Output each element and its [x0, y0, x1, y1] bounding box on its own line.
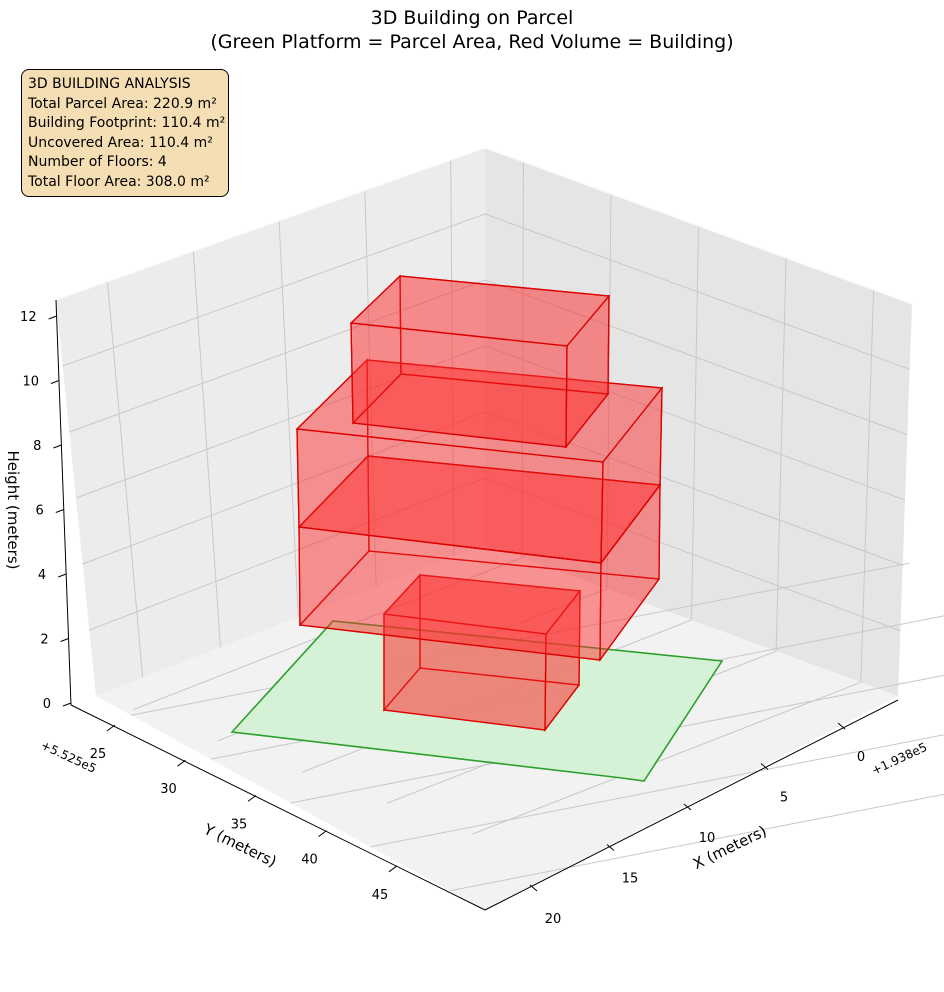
z-tick — [50, 380, 60, 384]
x-tick — [683, 803, 692, 811]
analysis-info-box: 3D BUILDING ANALYSIS Total Parcel Area: … — [21, 69, 229, 197]
y-tick-label: 30 — [160, 782, 177, 797]
grid-line — [691, 225, 699, 621]
z-tick — [60, 638, 69, 642]
grid-line — [606, 194, 612, 589]
x-axis-label: X (meters) — [690, 822, 770, 873]
y-tick — [247, 795, 257, 802]
z-tick-label: 4 — [38, 568, 46, 583]
y-tick — [388, 865, 398, 873]
z-tick-label: 2 — [40, 633, 48, 648]
x-offset-label: +1.938e5 — [869, 740, 929, 778]
y-tick — [318, 830, 327, 837]
info-line: Uncovered Area: 110.4 m² — [28, 134, 213, 151]
z-tick — [62, 702, 72, 707]
x-tick-label: 20 — [545, 912, 562, 927]
y-tick — [177, 759, 186, 767]
z-tick-label: 6 — [36, 504, 44, 519]
y-tick-label: 45 — [372, 888, 389, 903]
grid-line — [69, 279, 908, 436]
y-tick-label: 25 — [90, 747, 107, 762]
y-axis-line — [70, 704, 486, 911]
grid-line — [449, 793, 944, 892]
pane-edges — [55, 147, 913, 305]
y-tick-label: 40 — [301, 853, 318, 868]
x-tick-label: 0 — [857, 750, 865, 765]
grid-line — [775, 257, 787, 652]
z-tick-label: 8 — [33, 439, 41, 454]
grid-line — [278, 220, 299, 617]
grid-line — [62, 213, 910, 370]
x-tick-label: 15 — [622, 872, 639, 887]
chart-title: 3D Building on Parcel (Green Platform = … — [0, 6, 944, 54]
grid-line — [106, 281, 144, 678]
z-tick-label: 10 — [22, 375, 39, 390]
grid-line — [89, 477, 901, 632]
building-floor-1 — [382, 574, 582, 635]
back-left-pane — [56, 148, 485, 696]
chart-marks — [230, 274, 724, 782]
x-tick — [760, 763, 769, 770]
z-tick — [55, 509, 64, 513]
x-tick — [529, 884, 538, 892]
chart-title-main: 3D Building on Parcel — [370, 7, 574, 29]
grid-line — [130, 562, 910, 716]
x-tick — [837, 722, 846, 730]
z-axis-line — [55, 299, 72, 706]
info-line: Number of Floors: 4 — [28, 154, 167, 171]
back-right-pane — [485, 148, 912, 696]
z-tick-label: 0 — [43, 697, 51, 712]
z-tick — [58, 573, 67, 578]
z-tick — [53, 444, 62, 449]
z-tick — [48, 315, 57, 320]
info-line: Building Footprint: 110.4 m² — [28, 115, 226, 132]
x-tick — [606, 844, 615, 851]
chart-subtitle: (Green Platform = Parcel Area, Red Volum… — [210, 31, 734, 53]
grid-line — [471, 681, 862, 835]
y-tick — [106, 724, 116, 732]
info-line: Total Parcel Area: 220.9 m² — [28, 95, 217, 112]
y-tick-label: 35 — [231, 817, 248, 832]
grid-line — [450, 160, 455, 557]
x-tick-label: 5 — [780, 791, 788, 806]
grid-line — [82, 411, 903, 566]
building-floor-4 — [349, 275, 611, 347]
grid-line — [860, 289, 875, 683]
info-heading: 3D BUILDING ANALYSIS — [28, 76, 191, 92]
info-line: Total Floor Area: 308.0 m² — [28, 173, 210, 190]
grid-line — [364, 190, 377, 587]
building-floor-3 — [295, 359, 664, 463]
grid-line — [192, 251, 221, 648]
grid-line — [521, 162, 524, 558]
z-axis-label: Height (meters) — [4, 451, 22, 570]
x-axis-line — [484, 699, 899, 911]
x-tick-label: 10 — [699, 831, 716, 846]
z-tick-label: 12 — [20, 310, 37, 325]
grid-line — [75, 345, 906, 501]
